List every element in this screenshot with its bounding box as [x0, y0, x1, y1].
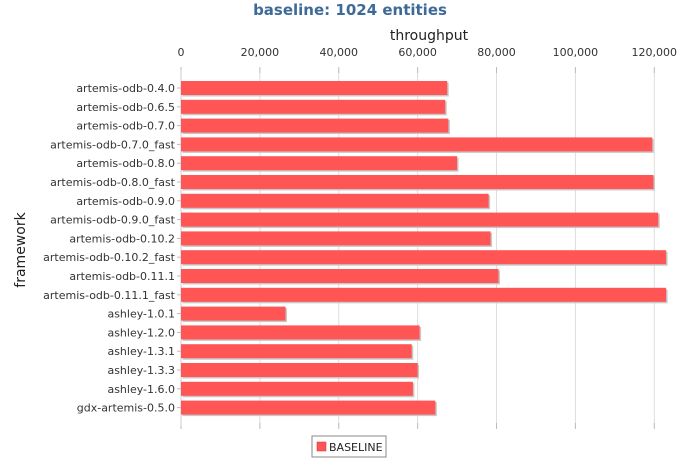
x-tick-label: 100,000	[553, 46, 599, 59]
bar	[181, 306, 286, 321]
bar	[181, 156, 458, 171]
category-label: artemis-odb-0.6.5	[76, 101, 175, 114]
bar	[181, 381, 413, 396]
category-label: ashley-1.0.1	[107, 308, 175, 321]
bar	[181, 81, 448, 95]
category-label: artemis-odb-0.8.0_fast	[50, 176, 176, 189]
category-label: artemis-odb-0.4.0	[76, 82, 175, 95]
category-label: artemis-odb-0.7.0_fast	[50, 138, 176, 151]
bars	[181, 81, 668, 417]
bar	[181, 99, 446, 114]
x-axis-title: throughput	[390, 28, 469, 44]
bar	[181, 137, 653, 152]
bar	[181, 400, 436, 415]
x-axis-ticks: 0 20,000 40,000 60,000 80,000 100,000 120,000	[178, 46, 678, 59]
bar	[181, 250, 667, 265]
bar	[181, 363, 418, 377]
category-label: ashley-1.3.3	[107, 364, 175, 377]
legend-box	[311, 435, 387, 458]
category-label: artemis-odb-0.9.0_fast	[50, 214, 176, 227]
x-tick-label: 120,000	[632, 46, 678, 59]
category-labels: artemis-odb-0.4.0 artemis-odb-0.6.5 artemi…	[43, 82, 181, 415]
legend-swatch	[316, 441, 327, 452]
category-label: artemis-odb-0.11.1	[69, 270, 175, 283]
y-axis-title: framework	[13, 211, 29, 287]
x-tick-label: 20,000	[241, 46, 280, 59]
bar	[181, 269, 499, 283]
bar	[181, 193, 489, 208]
bar	[181, 231, 491, 246]
category-label: ashley-1.6.0	[107, 383, 175, 396]
legend-label: BASELINE	[329, 441, 383, 454]
bar	[181, 344, 412, 359]
bar	[181, 118, 449, 133]
category-label: ashley-1.2.0	[107, 326, 175, 339]
bar	[181, 287, 667, 302]
x-tick-label: 80,000	[477, 46, 516, 59]
category-label: artemis-odb-0.10.2	[69, 232, 175, 245]
category-label: ashley-1.3.1	[107, 345, 175, 358]
bar	[181, 212, 659, 227]
x-tick-label: 0	[178, 46, 185, 59]
x-tick-label: 40,000	[320, 46, 359, 59]
category-label: artemis-odb-0.9.0	[76, 195, 175, 208]
bar	[181, 175, 654, 189]
x-tick-label: 60,000	[398, 46, 437, 59]
category-label: artemis-odb-0.10.2_fast	[43, 251, 176, 264]
legend: BASELINE	[311, 435, 387, 458]
chart-title: baseline: 1024 entities	[253, 1, 447, 19]
category-label: artemis-odb-0.8.0	[76, 157, 175, 170]
category-label: artemis-odb-0.11.1_fast	[43, 289, 176, 302]
category-label: artemis-odb-0.7.0	[76, 120, 175, 133]
bar	[181, 325, 420, 340]
category-label: gdx-artemis-0.5.0	[77, 402, 175, 415]
